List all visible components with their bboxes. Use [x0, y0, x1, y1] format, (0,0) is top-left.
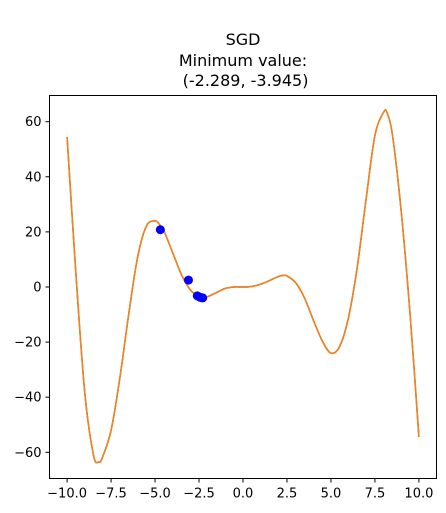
y-tick-label: 20	[25, 225, 42, 240]
y-tick-label: 60	[25, 115, 42, 130]
y-tick-label: 0	[33, 281, 41, 296]
scatter-point-5	[198, 293, 208, 303]
x-tick-label: −10.0	[47, 487, 87, 502]
title-line-1: SGD	[226, 30, 261, 49]
x-tick-label: −2.5	[183, 487, 215, 502]
x-tick-label: 2.5	[277, 487, 298, 502]
series-line-1	[66, 109, 420, 464]
y-tick-label: −20	[14, 336, 41, 351]
x-tick-label: 5.0	[321, 487, 342, 502]
scatter-point-1	[183, 275, 193, 285]
chart-title: SGD Minimum value: (-2.289, -3.945)	[178, 30, 309, 90]
title-line-2: Minimum value:	[179, 51, 307, 70]
y-axis: 60 40 20 0 −20 −40 −60	[14, 115, 50, 461]
x-tick-label: 0.0	[233, 487, 254, 502]
x-tick-label: −7.5	[95, 487, 127, 502]
y-tick-label: −60	[14, 446, 41, 461]
x-tick-label: −5.0	[139, 487, 171, 502]
x-axis: −10.0 −7.5 −5.0 −2.5 0.0 2.5 5.0 7.5 10.0	[47, 478, 433, 502]
x-tick-label: 7.5	[365, 487, 386, 502]
points-layer	[155, 225, 208, 303]
y-tick-label: 40	[25, 170, 42, 185]
x-tick-label: 10.0	[404, 487, 433, 502]
title-line-3: (-2.289, -3.945)	[178, 71, 309, 90]
y-tick-label: −40	[14, 391, 41, 406]
series-layer	[66, 109, 420, 464]
scatter-point-0	[155, 225, 165, 235]
